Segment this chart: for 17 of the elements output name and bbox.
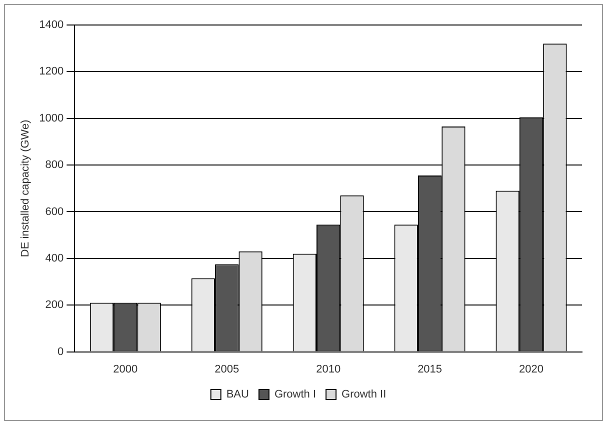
y-axis-title: DE installed capacity (GWe) <box>20 120 32 258</box>
x-tick-label: 2020 <box>519 363 544 376</box>
y-tick-label: 200 <box>45 299 64 312</box>
y-tick-label: 600 <box>45 206 64 218</box>
y-tick-label: 800 <box>45 159 64 172</box>
y-tick-label: 400 <box>45 252 64 264</box>
legend-label: Growth II <box>342 388 386 401</box>
legend-label: Growth I <box>274 388 316 401</box>
y-tick-label: 1400 <box>39 19 64 32</box>
x-tick-label: 2005 <box>214 363 240 376</box>
x-tick-label: 2000 <box>113 363 138 376</box>
y-tick-label: 1000 <box>39 112 64 124</box>
y-tick-label: 0 <box>58 346 64 358</box>
x-tick-label: 2010 <box>316 363 341 376</box>
x-tick-label: 2015 <box>418 363 442 376</box>
legend-label: BAU <box>226 388 250 401</box>
y-tick-label: 1200 <box>39 66 64 78</box>
